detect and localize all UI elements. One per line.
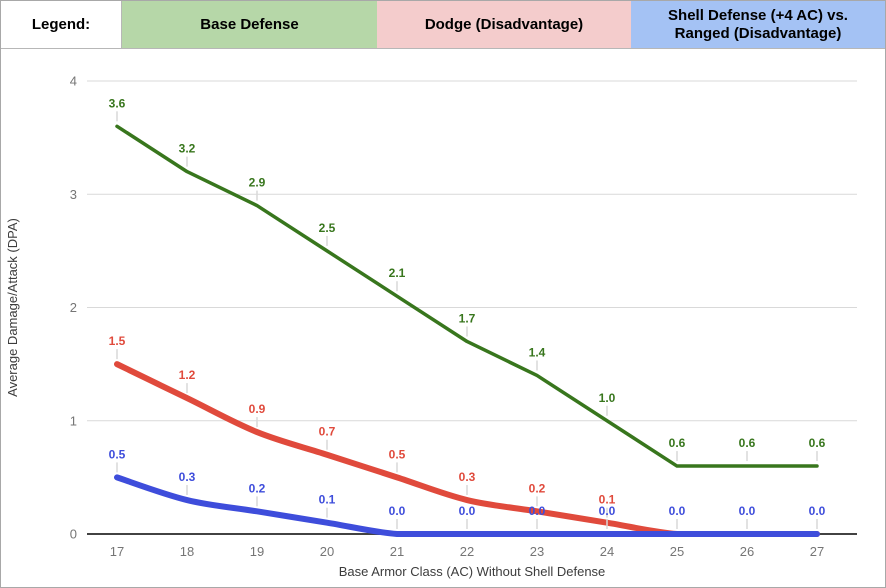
data-label-dodge-disadvantage: 0.7 bbox=[319, 425, 336, 439]
data-label-base-defense: 1.7 bbox=[459, 311, 476, 325]
y-tick-label: 3 bbox=[70, 187, 77, 202]
data-label-shell-defense: 0.3 bbox=[179, 470, 196, 484]
x-tick-label: 20 bbox=[320, 544, 334, 559]
legend-item-dodge-disadvantage[interactable]: Dodge (Disadvantage) bbox=[377, 1, 631, 48]
y-tick-label: 0 bbox=[70, 527, 77, 542]
legend-title: Legend: bbox=[31, 15, 91, 33]
x-tick-label: 22 bbox=[460, 544, 474, 559]
x-tick-label: 24 bbox=[600, 544, 614, 559]
data-label-shell-defense: 0.0 bbox=[739, 504, 756, 518]
legend-item-shell-defense[interactable]: Shell Defense (+4 AC) vs. Ranged (Disadv… bbox=[631, 1, 885, 48]
data-label-base-defense: 2.9 bbox=[249, 176, 266, 190]
data-label-base-defense: 3.2 bbox=[179, 142, 196, 156]
data-label-shell-defense: 0.1 bbox=[319, 493, 336, 507]
x-tick-label: 25 bbox=[670, 544, 684, 559]
data-label-shell-defense: 0.0 bbox=[669, 504, 686, 518]
data-label-shell-defense: 0.0 bbox=[599, 504, 616, 518]
x-tick-label: 21 bbox=[390, 544, 404, 559]
x-tick-label: 19 bbox=[250, 544, 264, 559]
legend-row: Legend: Base Defense Dodge (Disadvantage… bbox=[1, 1, 885, 49]
data-label-base-defense: 0.6 bbox=[669, 436, 686, 450]
y-tick-label: 1 bbox=[70, 413, 77, 428]
data-label-shell-defense: 0.0 bbox=[529, 504, 546, 518]
data-label-dodge-disadvantage: 0.9 bbox=[249, 402, 266, 416]
x-tick-label: 27 bbox=[810, 544, 824, 559]
data-label-dodge-disadvantage: 0.5 bbox=[389, 447, 406, 461]
legend-item-base-defense[interactable]: Base Defense bbox=[122, 1, 377, 48]
chart-area: 0 1 2 3 4 17 18 19 20 21 22 23 24 25 26 27 Base Armor Cl… bbox=[1, 49, 885, 587]
data-label-base-defense: 2.1 bbox=[389, 266, 406, 280]
y-tick-label: 2 bbox=[70, 300, 77, 315]
data-label-base-defense: 2.5 bbox=[319, 221, 336, 235]
data-label-base-defense: 3.6 bbox=[109, 96, 126, 110]
x-tick-label: 18 bbox=[180, 544, 194, 559]
data-label-base-defense: 0.6 bbox=[739, 436, 756, 450]
legend-item-shell-defense-line2: Ranged (Disadvantage) bbox=[674, 24, 842, 42]
data-label-dodge-disadvantage: 0.3 bbox=[459, 470, 476, 484]
legend-item-shell-defense-line1: Shell Defense (+4 AC) vs. bbox=[668, 6, 848, 24]
legend-item-dodge-disadvantage-label: Dodge (Disadvantage) bbox=[424, 15, 584, 33]
series-line-base-defense bbox=[115, 124, 819, 468]
data-label-base-defense: 0.6 bbox=[809, 436, 826, 450]
data-label-dodge-disadvantage: 1.2 bbox=[179, 368, 196, 382]
data-label-shell-defense: 0.0 bbox=[459, 504, 476, 518]
data-label-base-defense: 1.4 bbox=[529, 345, 546, 359]
y-tick-label: 4 bbox=[70, 74, 77, 89]
x-tick-label: 23 bbox=[530, 544, 544, 559]
data-label-dodge-disadvantage: 0.1 bbox=[599, 493, 616, 507]
data-label-shell-defense: 0.0 bbox=[389, 504, 406, 518]
legend-item-base-defense-label: Base Defense bbox=[200, 15, 299, 33]
x-tick-label: 26 bbox=[740, 544, 754, 559]
data-label-shell-defense: 0.0 bbox=[809, 504, 826, 518]
data-label-base-defense: 1.0 bbox=[599, 391, 616, 405]
data-label-shell-defense: 0.5 bbox=[109, 447, 126, 461]
x-axis-title: Base Armor Class (AC) Without Shell Defe… bbox=[339, 564, 606, 579]
x-tick-label: 17 bbox=[110, 544, 124, 559]
data-label-shell-defense: 0.2 bbox=[249, 481, 266, 495]
legend-title-cell: Legend: bbox=[1, 1, 122, 48]
y-axis-title: Average Damage/Attack (DPA) bbox=[5, 218, 20, 397]
series-line-shell-defense bbox=[114, 474, 820, 538]
data-label-dodge-disadvantage: 1.5 bbox=[109, 334, 126, 348]
data-label-dodge-disadvantage: 0.2 bbox=[529, 481, 546, 495]
